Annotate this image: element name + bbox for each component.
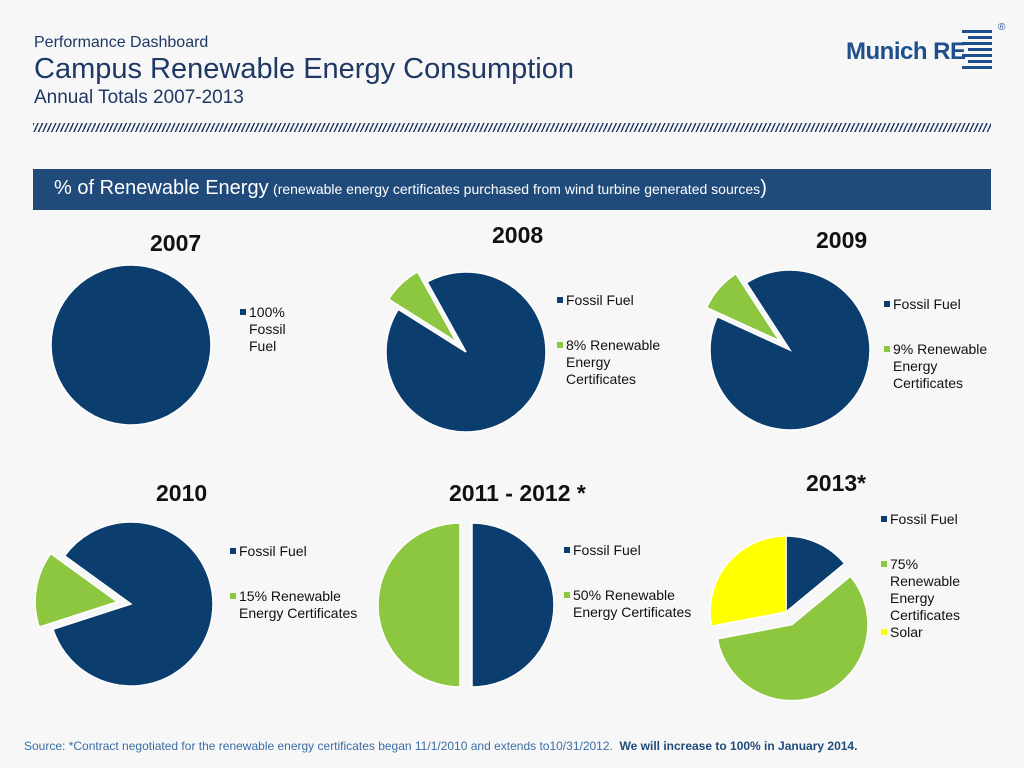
chart-title-2011-2012: 2011 - 2012 * [449, 480, 586, 506]
banner-title: % of Renewable Energy [54, 177, 269, 199]
legend-2011-2012: Fossil Fuel 50% Renewable Energy Certifi… [564, 542, 698, 621]
page-title: Campus Renewable Energy Consumption [34, 53, 575, 85]
legend-label: 50% Renewable Energy Certificates [573, 587, 692, 620]
header-divider [33, 123, 991, 132]
banner-close-paren: ) [760, 177, 767, 199]
legend-item: 8% Renewable Energy Certificates [557, 337, 676, 388]
legend-2009: Fossil Fuel 9% Renewable Energy Certific… [884, 296, 1008, 392]
legend-item: 9% Renewable Energy Certificates [884, 341, 1008, 392]
legend-swatch [881, 516, 887, 522]
legend-swatch [557, 297, 563, 303]
header: Performance Dashboard Campus Renewable E… [34, 34, 574, 109]
legend-item: Fossil Fuel [881, 511, 980, 528]
chart-title-2013: 2013* [806, 470, 867, 496]
pie-slice-2013-2 [709, 535, 787, 628]
legend-label: 75% Renewable Energy Certificates [890, 556, 961, 623]
legend-label: Fossil Fuel [893, 296, 961, 312]
banner-note: (renewable energy certificates purchased… [273, 181, 761, 197]
legend-swatch [557, 342, 563, 348]
logo-mark-icon [962, 30, 992, 69]
source-emphasis: We will increase to 100% in January 2014… [619, 739, 858, 753]
registered-mark: ® [998, 22, 1006, 33]
legend-swatch [564, 547, 570, 553]
legend-label: 9% Renewable Energy Certificates [893, 341, 988, 391]
legend-swatch [881, 629, 887, 635]
legend-label: Fossil Fuel [890, 511, 958, 527]
pie-slice-2013-0 [785, 535, 846, 614]
source-footnote: Source: *Contract negotiated for the ren… [24, 739, 857, 753]
legend-label: 15% Renewable Energy Certificates [239, 588, 358, 621]
legend-swatch [240, 309, 246, 315]
source-text: Source: *Contract negotiated for the ren… [24, 739, 613, 753]
pie-slice-2008-0 [385, 271, 547, 433]
logo-text: Munich RE [846, 38, 966, 65]
section-banner: % of Renewable Energy (renewable energy … [33, 169, 991, 210]
legend-item: Fossil Fuel [230, 543, 364, 560]
legend-2010: Fossil Fuel 15% Renewable Energy Certifi… [230, 543, 364, 622]
pie-slice-2009-0 [709, 269, 871, 431]
legend-swatch [564, 592, 570, 598]
pie-slice-2008-1 [387, 270, 458, 343]
legend-2007: 100% Fossil Fuel [240, 304, 299, 355]
legend-swatch [230, 593, 236, 599]
legend-item: Fossil Fuel [884, 296, 1008, 313]
chart-title-2008: 2008 [492, 222, 544, 248]
legend-item: 15% Renewable Energy Certificates [230, 588, 364, 622]
pie-slice-2011-2012-0 [471, 522, 555, 688]
pie-slice-2010-1 [34, 552, 119, 629]
page-subtitle: Annual Totals 2007-2013 [34, 87, 244, 108]
legend-label: Solar [890, 624, 923, 640]
legend-label: 8% Renewable Energy Certificates [566, 337, 661, 387]
legend-item: 75% Renewable Energy Certificates [881, 556, 980, 624]
legend-swatch [884, 346, 890, 352]
legend-label: Fossil Fuel [566, 292, 634, 308]
legend-label: Fossil Fuel [573, 542, 641, 558]
dashboard-label: Performance Dashboard [34, 34, 209, 51]
legend-label: 100% Fossil Fuel [249, 304, 286, 354]
legend-swatch [884, 301, 890, 307]
chart-title-2009: 2009 [816, 227, 868, 253]
pie-slice-2007-0 [50, 264, 212, 426]
chart-title-2010: 2010 [156, 480, 208, 506]
pie-slice-2010-0 [52, 521, 214, 687]
legend-item: Solar [881, 624, 980, 641]
legend-swatch [230, 548, 236, 554]
legend-item: Fossil Fuel [557, 292, 676, 309]
chart-title-2007: 2007 [150, 230, 202, 256]
legend-label: Fossil Fuel [239, 543, 307, 559]
pie-slice-2009-1 [705, 272, 782, 343]
munich-re-logo: Munich RE ® [846, 22, 1006, 72]
pie-slice-2011-2012-1 [377, 522, 461, 688]
legend-swatch [881, 561, 887, 567]
legend-2008: Fossil Fuel 8% Renewable Energy Certific… [557, 292, 676, 388]
pie-slice-2013-1 [716, 575, 869, 702]
legend-item: 100% Fossil Fuel [240, 304, 299, 355]
legend-item: 50% Renewable Energy Certificates [564, 587, 698, 621]
legend-2013: Fossil Fuel 75% Renewable Energy Certifi… [881, 511, 980, 641]
legend-item: Fossil Fuel [564, 542, 698, 559]
